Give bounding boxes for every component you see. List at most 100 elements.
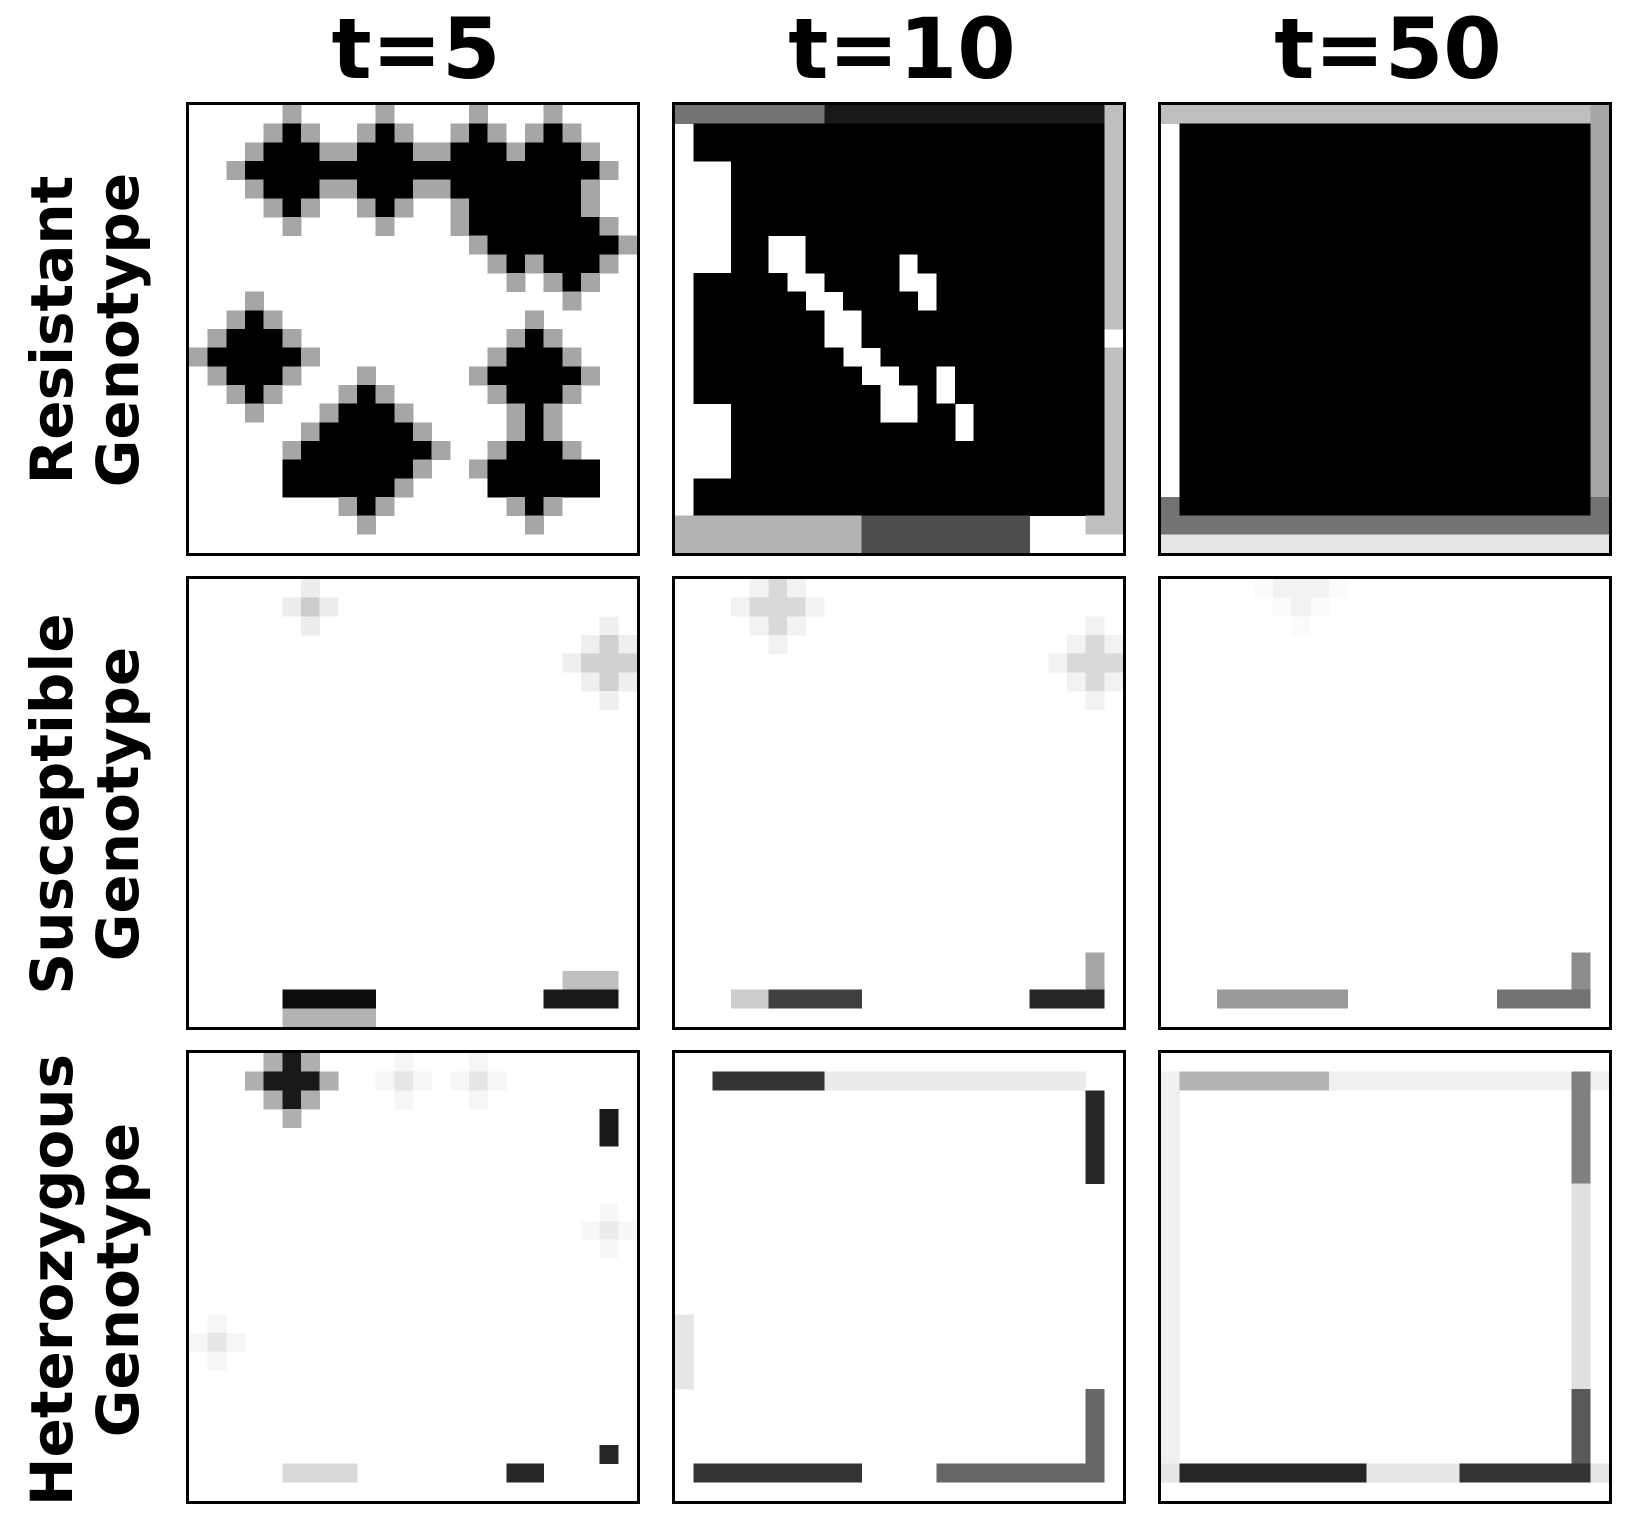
heatmap-cell bbox=[749, 179, 769, 199]
heatmap-cell bbox=[1029, 497, 1049, 517]
heatmap-cell bbox=[1291, 123, 1311, 143]
heatmap-cell bbox=[675, 515, 695, 535]
heatmap-cell bbox=[1273, 989, 1293, 1009]
heatmap-cell bbox=[1085, 971, 1105, 991]
heatmap-cell bbox=[1048, 123, 1068, 143]
heatmap-cell bbox=[618, 235, 637, 255]
heatmap-cell bbox=[1366, 161, 1386, 181]
heatmap-cell bbox=[1217, 329, 1237, 349]
heatmap-cell bbox=[899, 198, 919, 218]
heatmap-cell bbox=[1478, 329, 1498, 349]
heatmap-cell bbox=[562, 478, 582, 498]
heatmap-cell bbox=[880, 161, 900, 181]
heatmap-cell bbox=[1254, 123, 1274, 143]
heatmap-cell bbox=[712, 105, 732, 125]
heatmap-cell bbox=[731, 385, 751, 405]
heatmap-cell bbox=[1347, 273, 1367, 293]
heatmap-cell bbox=[1273, 515, 1293, 535]
heatmap-cell bbox=[543, 497, 563, 517]
heatmap-cell bbox=[1478, 235, 1498, 255]
heatmap-cell bbox=[787, 616, 807, 636]
heatmap-cell bbox=[1385, 198, 1405, 218]
heatmap-cell bbox=[1347, 329, 1367, 349]
heatmap-resistant-t5 bbox=[186, 102, 640, 556]
heatmap-cell bbox=[1515, 534, 1535, 553]
heatmap-cell bbox=[1048, 422, 1068, 442]
heatmap-cell bbox=[1441, 105, 1461, 125]
heatmap-cell bbox=[525, 161, 545, 181]
heatmap-cell bbox=[245, 310, 265, 330]
heatmap-cell bbox=[1179, 273, 1199, 293]
heatmap-cell bbox=[843, 273, 863, 293]
heatmap-cell bbox=[226, 329, 246, 349]
heatmap-cell bbox=[1497, 254, 1517, 274]
heatmap-cell bbox=[413, 142, 433, 162]
heatmap-cell bbox=[1011, 366, 1031, 386]
heatmap-cell bbox=[712, 515, 732, 535]
heatmap-cell bbox=[712, 142, 732, 162]
heatmap-cell bbox=[263, 161, 283, 181]
heatmap-cell bbox=[1179, 366, 1199, 386]
heatmap-cell bbox=[731, 497, 751, 517]
heatmap-cell bbox=[1029, 310, 1049, 330]
heatmap-cell bbox=[1590, 310, 1609, 330]
heatmap-cell bbox=[1385, 310, 1405, 330]
heatmap-cell bbox=[731, 198, 751, 218]
heatmap-cell bbox=[1571, 1314, 1591, 1334]
heatmap-cell bbox=[487, 459, 507, 479]
heatmap-cell bbox=[936, 161, 956, 181]
heatmap-cell bbox=[1478, 1463, 1498, 1483]
heatmap-cell bbox=[1534, 385, 1554, 405]
heatmap-cell bbox=[749, 235, 769, 255]
heatmap-cell bbox=[936, 422, 956, 442]
heatmap-cell bbox=[1235, 179, 1255, 199]
heatmap-cell bbox=[1571, 422, 1591, 442]
heatmap-cell bbox=[712, 366, 732, 386]
heatmap-cell bbox=[843, 422, 863, 442]
heatmap-cell bbox=[1085, 515, 1105, 535]
heatmap-cell bbox=[1085, 179, 1105, 199]
heatmap-cell bbox=[1104, 478, 1123, 498]
heatmap-cell bbox=[1217, 1071, 1237, 1091]
heatmap-cell bbox=[824, 1463, 844, 1483]
heatmap-cell bbox=[1385, 161, 1405, 181]
heatmap-cell bbox=[413, 422, 433, 442]
heatmap-cell bbox=[1029, 161, 1049, 181]
heatmap-cell bbox=[1459, 142, 1479, 162]
heatmap-cell bbox=[599, 1445, 619, 1465]
heatmap-cell bbox=[1291, 273, 1311, 293]
heatmap-cell bbox=[357, 366, 377, 386]
heatmap-cell bbox=[1217, 179, 1237, 199]
heatmap-cell bbox=[1029, 366, 1049, 386]
heatmap-cell bbox=[843, 123, 863, 143]
heatmap-cell bbox=[899, 441, 919, 461]
heatmap-cell bbox=[525, 403, 545, 423]
heatmap-cell bbox=[1104, 635, 1123, 655]
heatmap-cell bbox=[1347, 366, 1367, 386]
heatmap-cell bbox=[1198, 142, 1218, 162]
heatmap-cell bbox=[1085, 672, 1105, 692]
heatmap-cell bbox=[843, 291, 863, 311]
heatmap-cell bbox=[1254, 217, 1274, 237]
heatmap-cell bbox=[1291, 579, 1311, 599]
heatmap-cell bbox=[805, 179, 825, 199]
heatmap-cell bbox=[880, 478, 900, 498]
heatmap-cell bbox=[973, 161, 993, 181]
heatmap-cell bbox=[1067, 291, 1087, 311]
heatmap-cell bbox=[899, 366, 919, 386]
heatmap-cell bbox=[880, 497, 900, 517]
heatmap-cell bbox=[1385, 385, 1405, 405]
heatmap-cell bbox=[1534, 403, 1554, 423]
heatmap-cell bbox=[917, 329, 937, 349]
heatmap-cell bbox=[338, 422, 358, 442]
heatmap-cell bbox=[1179, 235, 1199, 255]
heatmap-cell bbox=[525, 254, 545, 274]
heatmap-cell bbox=[226, 161, 246, 181]
heatmap-cell bbox=[282, 161, 302, 181]
heatmap-cell bbox=[973, 273, 993, 293]
heatmap-cell bbox=[581, 478, 601, 498]
heatmap-cell bbox=[469, 1071, 489, 1091]
heatmap-cell bbox=[1571, 497, 1591, 517]
heatmap-cell bbox=[768, 441, 788, 461]
heatmap-cell bbox=[543, 366, 563, 386]
